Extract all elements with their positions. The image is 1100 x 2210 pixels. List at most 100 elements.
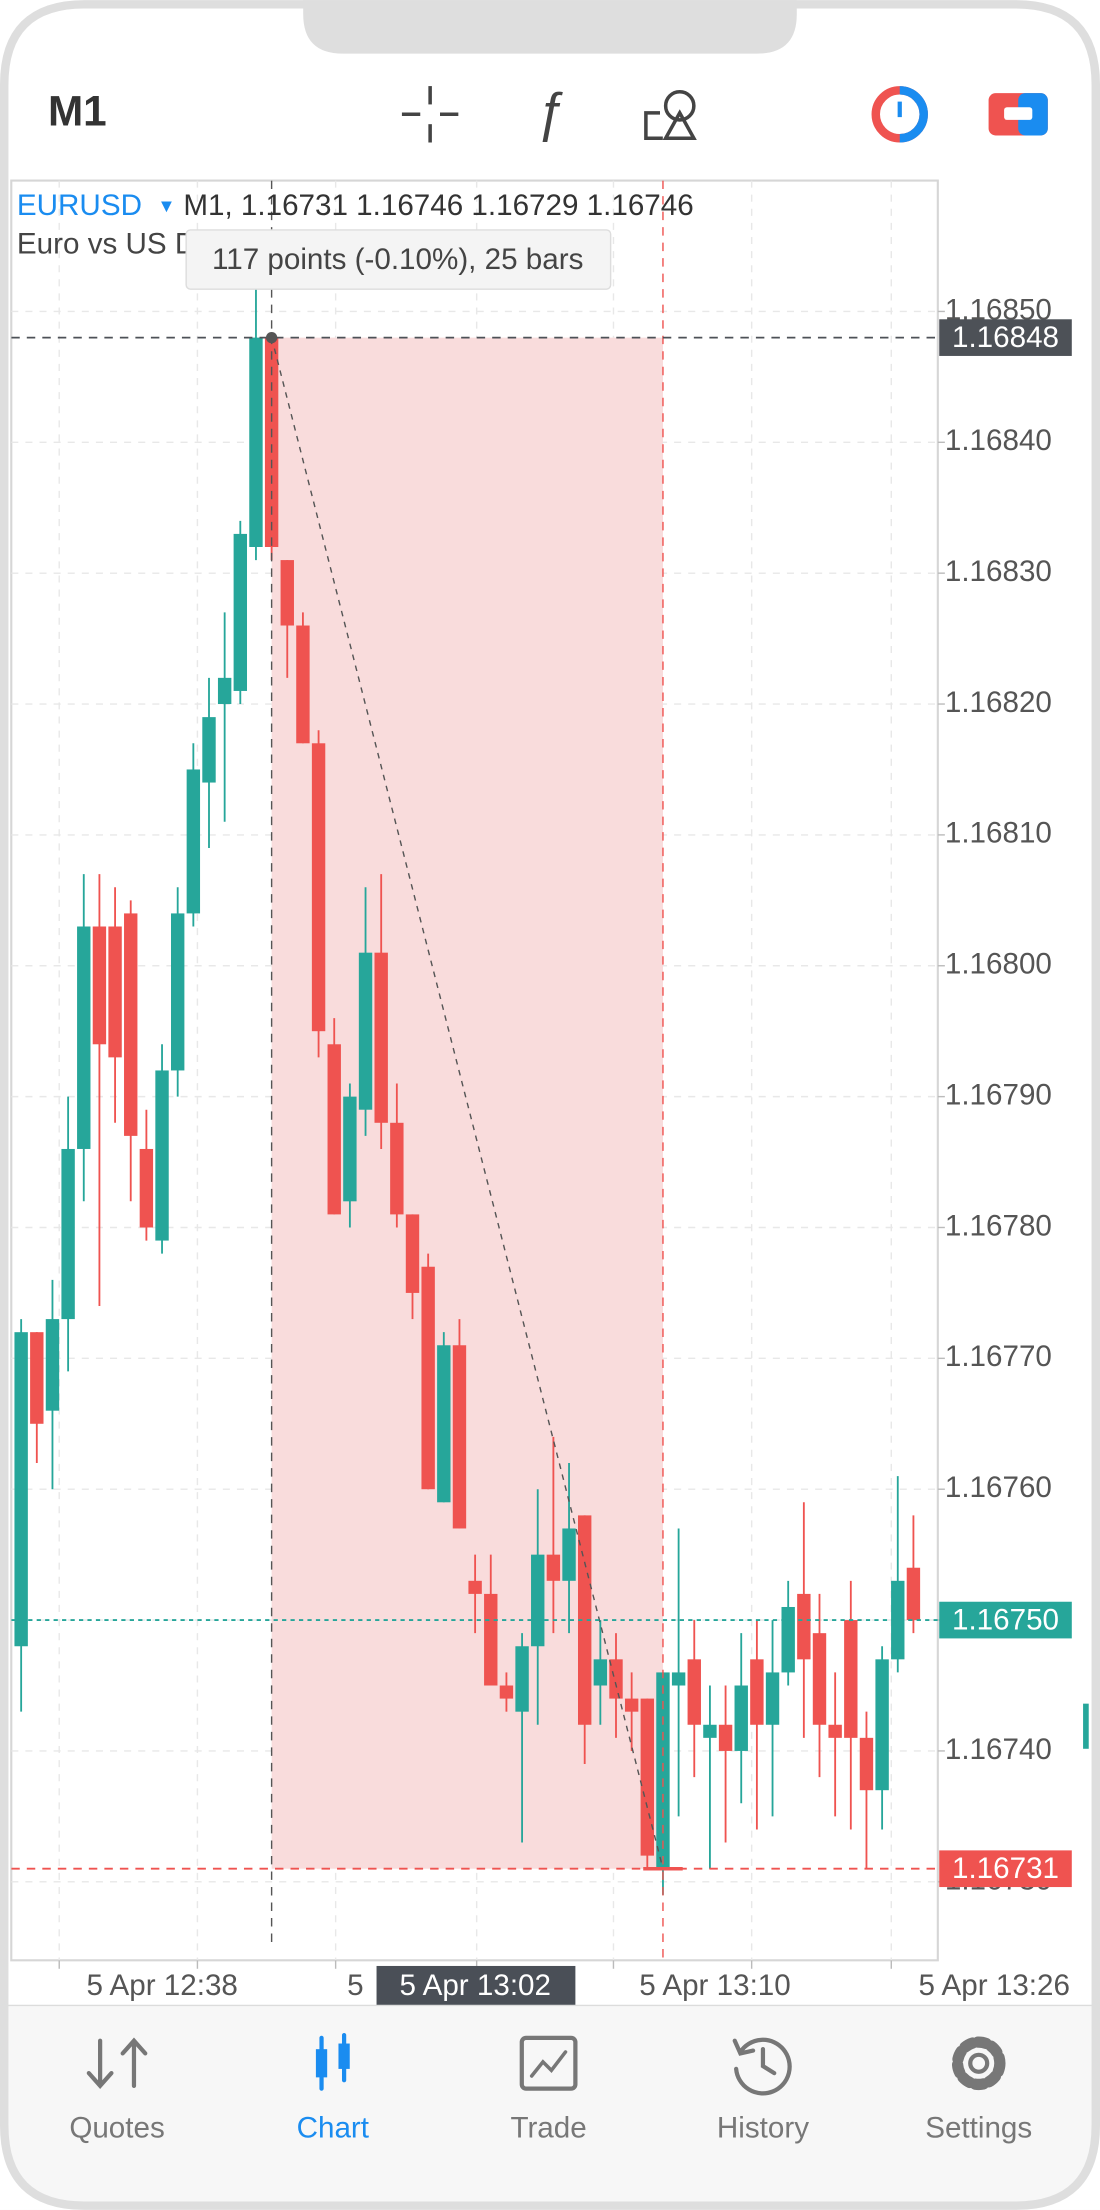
price-marker bbox=[939, 1601, 1072, 1639]
candle-body bbox=[640, 1698, 655, 1856]
candle-body bbox=[343, 1096, 357, 1202]
chart-overlay: EURUSD ▼ M1, 1.16731 1.16746 1.16729 1.1… bbox=[17, 189, 1089, 1749]
tab-icon bbox=[951, 2036, 1006, 2091]
candle-body bbox=[358, 952, 373, 1110]
icon-part bbox=[86, 2037, 148, 2090]
tab-hit-area[interactable] bbox=[450, 2010, 647, 2165]
candle-body bbox=[14, 1332, 28, 1647]
x-tick-label: 5 Apr 13:26 bbox=[918, 1969, 1069, 2002]
crosshair-tool[interactable] bbox=[401, 86, 459, 143]
tab-label[interactable]: Chart bbox=[297, 2111, 370, 2144]
x-tick-label: 5 Apr 13:10 bbox=[639, 1969, 790, 2002]
y-tick-label: 1.16770 bbox=[945, 1340, 1052, 1373]
tab-hit-area[interactable] bbox=[880, 2010, 1077, 2165]
plot bbox=[11, 180, 938, 1961]
candle-body bbox=[844, 1620, 858, 1738]
indicators-tool[interactable]: ƒ bbox=[535, 82, 565, 143]
candle-body bbox=[875, 1659, 889, 1791]
candle-body bbox=[718, 1724, 733, 1751]
candle-body bbox=[891, 1580, 905, 1660]
tab-hit-area[interactable] bbox=[664, 2010, 861, 2165]
candle-body bbox=[734, 1685, 748, 1751]
candle-body bbox=[859, 1737, 874, 1791]
candle-body bbox=[45, 1319, 60, 1411]
y-tick-label: 1.16740 bbox=[945, 1733, 1052, 1766]
candle-body bbox=[577, 1515, 592, 1725]
icon-part bbox=[519, 2035, 578, 2091]
tab-label[interactable]: Settings bbox=[925, 2111, 1032, 2144]
candle-body bbox=[30, 1332, 44, 1424]
candle-body bbox=[264, 337, 279, 547]
tab-icon bbox=[86, 2037, 148, 2090]
candle-body bbox=[124, 913, 138, 1136]
price-marker bbox=[939, 1850, 1072, 1888]
y-tick-label: 1.16820 bbox=[945, 686, 1052, 719]
candle-body bbox=[531, 1554, 545, 1647]
ohlc-info: M1, 1.16731 1.16746 1.16729 1.16746 bbox=[183, 189, 693, 222]
tab-hit-area[interactable] bbox=[234, 2010, 431, 2165]
candle-body bbox=[546, 1554, 561, 1581]
price-marker-label: 1.16750 bbox=[952, 1603, 1059, 1636]
price-marker-label: 1.16848 bbox=[952, 321, 1059, 354]
timeframe-button[interactable]: M1 bbox=[48, 87, 107, 134]
icon-part bbox=[732, 2037, 792, 2096]
candle-body bbox=[233, 533, 248, 691]
y-tick-label: 1.16830 bbox=[945, 555, 1052, 588]
tab-icon bbox=[519, 2035, 578, 2091]
tab-label[interactable]: Trade bbox=[510, 2111, 586, 2144]
candle-body bbox=[624, 1698, 639, 1712]
candle-body bbox=[92, 926, 107, 1045]
candle-body bbox=[750, 1659, 764, 1725]
candle-body bbox=[390, 1122, 404, 1215]
measure-diagonal bbox=[270, 337, 664, 1869]
icon-part bbox=[951, 2036, 1006, 2091]
candle-body bbox=[906, 1567, 921, 1621]
candle-body bbox=[499, 1685, 514, 1699]
y-tick-label: 1.16760 bbox=[945, 1471, 1052, 1504]
candle-body bbox=[77, 926, 91, 1149]
chart-area[interactable]: 1.167301.167401.167501.167601.167701.167… bbox=[10, 179, 1072, 2006]
candle-body bbox=[703, 1724, 717, 1738]
candle-body bbox=[593, 1659, 608, 1686]
symbol-dropdown[interactable]: ▼ bbox=[157, 195, 175, 216]
candle-body bbox=[296, 625, 310, 744]
candle-body bbox=[687, 1659, 701, 1725]
tab-hit-area[interactable] bbox=[18, 2010, 215, 2165]
candle-body bbox=[249, 337, 263, 547]
candle-body bbox=[421, 1266, 435, 1490]
candle-body bbox=[437, 1345, 451, 1503]
objects-tool[interactable] bbox=[644, 89, 697, 141]
candle-body bbox=[405, 1214, 420, 1293]
y-tick-label: 1.16800 bbox=[945, 948, 1052, 981]
tab-label[interactable]: Quotes bbox=[69, 2111, 164, 2144]
candle-body bbox=[108, 926, 122, 1058]
price-marker-label: 1.16731 bbox=[952, 1852, 1059, 1885]
measure-start-point bbox=[265, 331, 278, 344]
candle-body bbox=[671, 1672, 686, 1686]
icon-part bbox=[319, 2032, 347, 2091]
candle-body bbox=[609, 1659, 623, 1699]
one-click-trading[interactable] bbox=[871, 86, 928, 143]
candle-body bbox=[562, 1528, 576, 1581]
y-tick-label: 1.16790 bbox=[945, 1078, 1052, 1111]
y-tick-label: 1.16840 bbox=[945, 424, 1052, 457]
notch bbox=[303, 0, 797, 54]
x-tick-label: 5 bbox=[347, 1969, 363, 2002]
tab-label[interactable]: History bbox=[717, 2111, 809, 2144]
candle-body bbox=[217, 677, 232, 705]
x-tick-label: 5 Apr 13:02 bbox=[400, 1969, 551, 2002]
candle-body bbox=[468, 1580, 482, 1594]
crosshair-time-box bbox=[376, 1965, 576, 2006]
candle-body bbox=[828, 1724, 842, 1738]
symbol[interactable]: EURUSD bbox=[17, 189, 142, 222]
x-tick-label: 5 Apr 12:38 bbox=[86, 1969, 237, 2002]
candle-body bbox=[155, 1070, 169, 1241]
tab-icon bbox=[732, 2037, 792, 2096]
candle-body bbox=[797, 1593, 811, 1660]
tabs: Quotes Chart Trade History Settings bbox=[18, 2010, 1077, 2165]
candle-body bbox=[452, 1345, 467, 1529]
trade-button[interactable] bbox=[988, 93, 1048, 136]
